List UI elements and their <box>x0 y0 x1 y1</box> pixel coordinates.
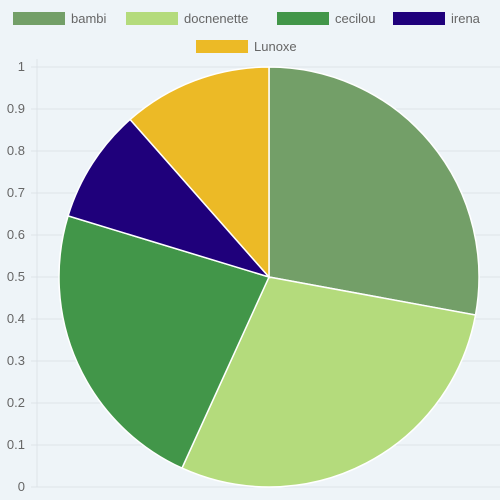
legend: bambi docnenette cecilou irena Lunoxe <box>13 11 481 54</box>
legend-swatch <box>196 40 248 53</box>
legend-label: irena <box>451 11 481 26</box>
pie-slice-docnenette[interactable] <box>180 276 477 488</box>
legend-item-docnenette[interactable]: docnenette <box>126 11 248 26</box>
legend-swatch <box>13 12 65 25</box>
legend-item-irena[interactable]: irena <box>393 11 481 26</box>
y-tick-label: 0.1 <box>7 437 25 452</box>
y-tick-label: 0.2 <box>7 395 25 410</box>
legend-swatch <box>277 12 329 25</box>
y-tick-label: 0.8 <box>7 143 25 158</box>
legend-label: docnenette <box>184 11 248 26</box>
legend-item-bambi[interactable]: bambi <box>13 11 107 26</box>
legend-label: Lunoxe <box>254 39 297 54</box>
legend-swatch <box>393 12 445 25</box>
pie-slice-irena[interactable] <box>67 118 272 279</box>
y-tick-label: 0.6 <box>7 227 25 242</box>
y-axis-ticks: 0 0.1 0.2 0.3 0.4 0.5 0.6 0.7 0.8 0.9 1 <box>7 59 25 494</box>
pie-slices <box>58 66 480 488</box>
legend-swatch <box>126 12 178 25</box>
y-tick-label: 0.9 <box>7 101 25 116</box>
legend-label: cecilou <box>335 11 375 26</box>
y-tick-label: 0.5 <box>7 269 25 284</box>
y-tick-label: 1 <box>18 59 25 74</box>
pie-slice-bambi[interactable] <box>268 66 480 316</box>
legend-label: bambi <box>71 11 107 26</box>
y-tick-label: 0 <box>18 479 25 494</box>
pie-slice-cecilou[interactable] <box>58 214 271 470</box>
y-tick-label: 0.3 <box>7 353 25 368</box>
y-tick-label: 0.4 <box>7 311 25 326</box>
legend-item-cecilou[interactable]: cecilou <box>277 11 375 26</box>
legend-item-lunoxe[interactable]: Lunoxe <box>196 39 297 54</box>
pie-slice-lunoxe[interactable] <box>129 66 270 279</box>
y-tick-label: 0.7 <box>7 185 25 200</box>
